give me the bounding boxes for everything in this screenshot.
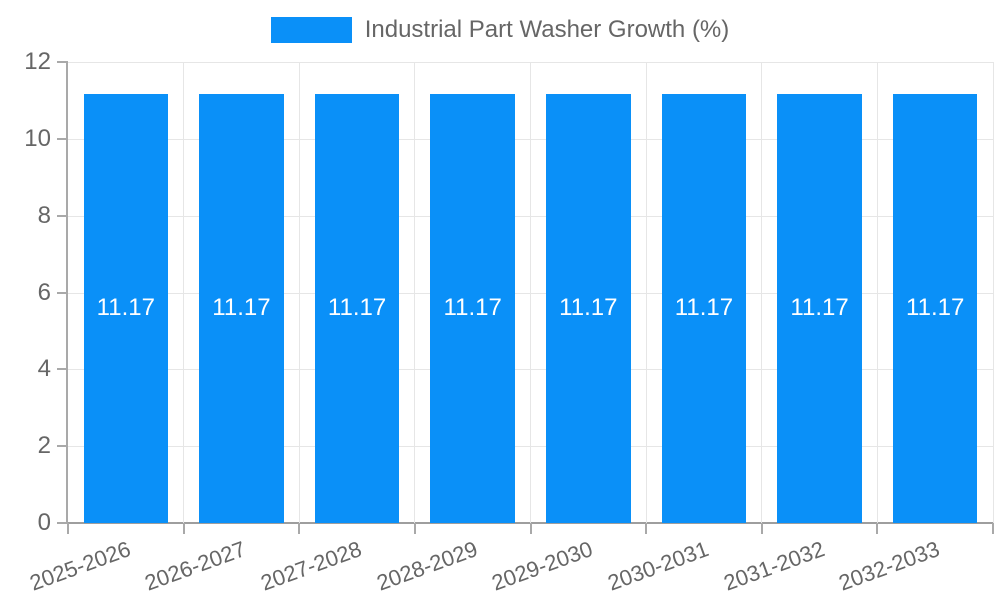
x-tick-mark bbox=[645, 523, 648, 534]
y-axis: 0 2 4 6 8 10 12 bbox=[0, 50, 68, 535]
y-tick-mark bbox=[57, 214, 68, 217]
bar[interactable]: 11.17 bbox=[83, 93, 169, 523]
y-tick-label: 12 bbox=[24, 48, 51, 75]
bar[interactable]: 11.17 bbox=[199, 93, 284, 523]
gridline-vertical bbox=[876, 62, 878, 523]
bar[interactable]: 11.17 bbox=[777, 93, 862, 523]
bar[interactable]: 11.17 bbox=[314, 93, 400, 523]
y-tick-mark bbox=[57, 137, 68, 140]
bar[interactable]: 11.17 bbox=[661, 93, 747, 523]
legend-label: Industrial Part Washer Growth (%) bbox=[364, 16, 730, 43]
y-tick-mark bbox=[57, 291, 68, 294]
x-tick-label: 2027-2028 bbox=[257, 536, 365, 596]
x-tick-mark bbox=[992, 523, 994, 534]
x-tick-mark bbox=[413, 523, 416, 534]
gridline-vertical bbox=[645, 62, 647, 523]
y-tick-mark bbox=[57, 522, 68, 524]
x-tick-mark bbox=[529, 523, 532, 534]
y-tick-label: 4 bbox=[37, 355, 51, 383]
x-tick-label: 2030-2031 bbox=[604, 536, 712, 596]
gridline-vertical bbox=[761, 62, 763, 523]
x-tick-label: 2025-2026 bbox=[26, 536, 134, 596]
y-tick-mark bbox=[57, 445, 68, 448]
x-tick-mark bbox=[876, 523, 879, 534]
bar[interactable]: 11.17 bbox=[892, 93, 978, 523]
bar-value-label: 11.17 bbox=[906, 294, 965, 322]
y-tick-label: 8 bbox=[37, 201, 51, 229]
x-tick-label: 2026-2027 bbox=[141, 536, 250, 596]
plot-area: 11.17 11.17 11.17 11.17 11.17 11.17 11.17 11.17 bbox=[66, 62, 994, 524]
x-tick-label: 2028-2029 bbox=[373, 536, 481, 596]
y-tick-label: 6 bbox=[37, 278, 51, 306]
bar-value-label: 11.17 bbox=[327, 294, 387, 322]
gridline-vertical bbox=[414, 62, 416, 523]
gridline-vertical bbox=[992, 62, 994, 523]
y-tick-mark bbox=[57, 368, 68, 371]
bar-value-label: 11.17 bbox=[559, 294, 618, 322]
legend[interactable]: Industrial Part Washer Growth (%) bbox=[0, 17, 1000, 43]
x-tick-label: 2031-2032 bbox=[720, 536, 828, 596]
gridline-vertical bbox=[183, 62, 185, 523]
gridline-vertical bbox=[298, 62, 300, 523]
y-tick-label: 2 bbox=[37, 432, 51, 460]
x-axis: 2025-2026 2026-2027 2027-2028 2028-2029 2029… bbox=[26, 523, 994, 600]
x-tick-mark bbox=[298, 523, 301, 534]
legend-swatch bbox=[270, 17, 352, 43]
bar[interactable]: 11.17 bbox=[430, 93, 515, 523]
x-tick-label: 2029-2030 bbox=[488, 536, 597, 596]
x-tick-mark bbox=[182, 523, 185, 534]
y-tick-label: 0 bbox=[37, 509, 51, 536]
y-tick-mark bbox=[57, 61, 68, 63]
bar-value-label: 11.17 bbox=[212, 294, 271, 322]
bar-value-label: 11.17 bbox=[96, 294, 155, 322]
bar-value-label: 11.17 bbox=[790, 294, 849, 322]
x-tick-mark bbox=[67, 523, 69, 534]
x-tick-mark bbox=[760, 523, 763, 534]
bar[interactable]: 11.17 bbox=[546, 93, 631, 523]
bar-value-label: 11.17 bbox=[443, 294, 502, 322]
y-tick-label: 10 bbox=[24, 124, 51, 152]
gridline-vertical bbox=[530, 62, 531, 523]
bar-value-label: 11.17 bbox=[674, 294, 734, 322]
x-tick-label: 2032-2033 bbox=[835, 536, 944, 596]
